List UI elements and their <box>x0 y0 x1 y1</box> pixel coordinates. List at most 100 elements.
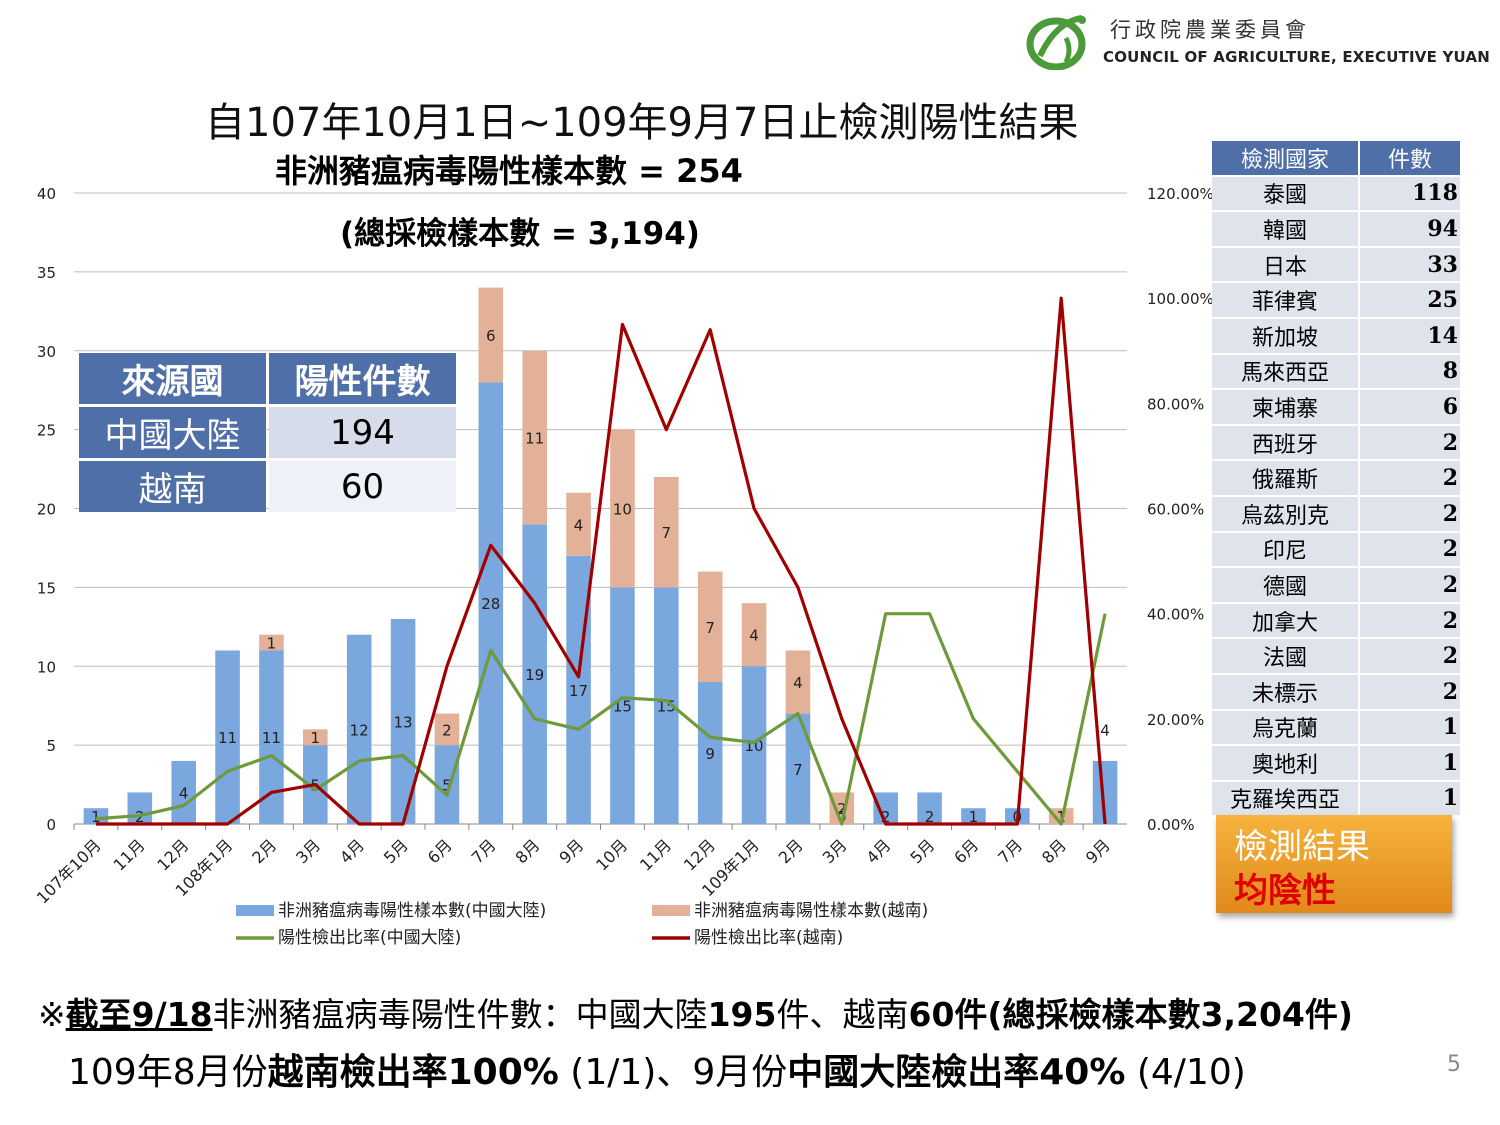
vietnam-data-label: 1 <box>311 729 321 747</box>
y2-tick-label: 100.00% <box>1147 290 1214 308</box>
country-name: 西班牙 <box>1212 425 1358 460</box>
country-name: 奧地利 <box>1212 746 1358 780</box>
note-highlight: 越南檢出率100% <box>267 1052 559 1093</box>
x-tick-label: 2月 <box>248 835 280 867</box>
note-highlight: 中國大陸檢出率40% <box>787 1052 1126 1093</box>
source-header-count: 陽性件數 <box>269 353 456 404</box>
y2-tick-label: 120.00% <box>1147 185 1214 203</box>
vietnam-data-label: 2 <box>837 800 847 818</box>
country-name: 未標示 <box>1212 674 1358 709</box>
result-box: 檢測結果 均陰性 <box>1216 815 1452 913</box>
note-text: 件) <box>1304 995 1353 1034</box>
vietnam-data-label: 11 <box>525 430 544 448</box>
china-bar <box>610 587 635 824</box>
vietnam-bar <box>697 571 723 683</box>
country-count: 2 <box>1360 461 1460 495</box>
table-row: 日本 33 <box>1212 247 1460 282</box>
legend-label: 非洲豬瘟病毒陽性樣本數(中國大陸) <box>278 901 546 921</box>
y-tick-label: 5 <box>46 737 56 755</box>
x-tick-label: 2月 <box>775 835 807 867</box>
x-tick-label: 12月 <box>153 835 192 874</box>
x-tick-label: 8月 <box>1038 835 1070 867</box>
vietnam-data-label: 6 <box>486 327 496 345</box>
note-prefix: ※ <box>38 995 66 1034</box>
vietnam-bar <box>785 650 811 714</box>
y-tick-label: 30 <box>37 343 56 361</box>
country-count: 8 <box>1360 354 1460 389</box>
y-tick-label: 0 <box>46 816 56 834</box>
table-row: 印尼 2 <box>1212 532 1460 567</box>
table-row: 烏茲別克 2 <box>1212 496 1460 531</box>
china-bar <box>346 634 372 824</box>
source-country-table: 來源國 陽性件數 中國大陸 194 越南 60 <box>76 350 459 515</box>
country-count: 33 <box>1360 247 1460 282</box>
country-count: 2 <box>1360 674 1460 709</box>
table-row: 法國 2 <box>1212 639 1460 673</box>
vietnam-data-label: 4 <box>1100 721 1110 739</box>
x-tick-label: 5月 <box>906 835 938 867</box>
vietnam-data-label: 7 <box>705 619 715 637</box>
x-tick-label: 6月 <box>424 835 456 867</box>
vietnam-data-label: 7 <box>662 524 672 542</box>
note-text: (4/10) <box>1125 1052 1246 1093</box>
vietnam-bar <box>259 634 284 651</box>
total-sample-note: (總採檢樣本數 = 3,194) <box>340 216 700 252</box>
country-count: 2 <box>1360 639 1460 673</box>
x-tick-label: 11月 <box>636 835 675 874</box>
table-row: 奧地利 1 <box>1212 746 1460 780</box>
logo-english-name: COUNCIL OF AGRICULTURE, EXECUTIVE YUAN <box>1103 48 1491 66</box>
table-row: 未標示 2 <box>1212 674 1460 709</box>
x-tick-label: 6月 <box>950 835 982 867</box>
china-data-label: 17 <box>569 682 588 700</box>
country-count: 2 <box>1360 568 1460 602</box>
country-count: 1 <box>1360 746 1460 780</box>
china-data-label: 1 <box>969 808 979 826</box>
result-label: 檢測結果 <box>1234 827 1370 867</box>
china-bar <box>434 745 460 824</box>
chart-subtitle: 非洲豬瘟病毒陽性樣本數 = 254 <box>275 152 743 190</box>
x-tick-label: 5月 <box>380 835 412 867</box>
legend-swatch <box>236 905 274 916</box>
vietnam-data-label: 10 <box>613 501 632 519</box>
country-count: 2 <box>1360 603 1460 638</box>
table-row: 泰國 118 <box>1212 176 1460 211</box>
x-tick-label: 3月 <box>819 835 851 867</box>
table-row: 克羅埃西亞 1 <box>1212 781 1460 816</box>
tested-country-table: 檢測國家 件數 泰國 118 韓國 94 日本 33 菲律賓 25 新加坡 14 馬來西亞 8 柬埔寨 6 西班… <box>1210 139 1462 817</box>
country-count: 94 <box>1360 212 1460 246</box>
country-count: 2 <box>1360 532 1460 567</box>
x-tick-label: 9月 <box>1082 835 1114 867</box>
china-data-label: 2 <box>881 808 891 826</box>
note-text: 109年8月份 <box>68 1052 268 1093</box>
country-name: 新加坡 <box>1212 318 1358 353</box>
country-name: 烏克蘭 <box>1212 710 1358 745</box>
country-name: 柬埔寨 <box>1212 390 1358 424</box>
country-count: 1 <box>1360 710 1460 745</box>
x-tick-label: 7月 <box>994 835 1026 867</box>
country-name: 加拿大 <box>1212 603 1358 638</box>
note-text: (1/1)、9月份 <box>558 1052 788 1093</box>
table-row: 韓國 94 <box>1212 212 1460 246</box>
china-bar <box>215 650 240 824</box>
country-count: 118 <box>1360 176 1460 211</box>
china-rate-line <box>95 612 1107 826</box>
legend-label: 陽性檢出比率(越南) <box>694 928 843 948</box>
note-number: 3,204 <box>1200 995 1305 1034</box>
vietnam-data-label: 4 <box>749 627 759 645</box>
table-row: 烏克蘭 1 <box>1212 710 1460 745</box>
y-tick-label: 10 <box>37 658 56 676</box>
country-name: 烏茲別克 <box>1212 496 1358 531</box>
source-header-country: 來源國 <box>79 353 266 404</box>
y-tick-label: 35 <box>37 264 56 282</box>
table-row: 加拿大 2 <box>1212 603 1460 638</box>
china-bar <box>522 524 547 824</box>
page-title: 自107年10月1日~109年9月7日止檢測陽性結果 <box>205 100 1079 146</box>
country-name: 印尼 <box>1212 532 1358 567</box>
vietnam-bar <box>741 603 767 667</box>
china-bar <box>697 682 723 824</box>
note-date: 截至9/18 <box>65 995 213 1034</box>
country-name: 馬來西亞 <box>1212 354 1358 389</box>
result-value: 均陰性 <box>1234 871 1336 911</box>
china-bar <box>127 792 153 824</box>
china-bar <box>259 650 284 824</box>
